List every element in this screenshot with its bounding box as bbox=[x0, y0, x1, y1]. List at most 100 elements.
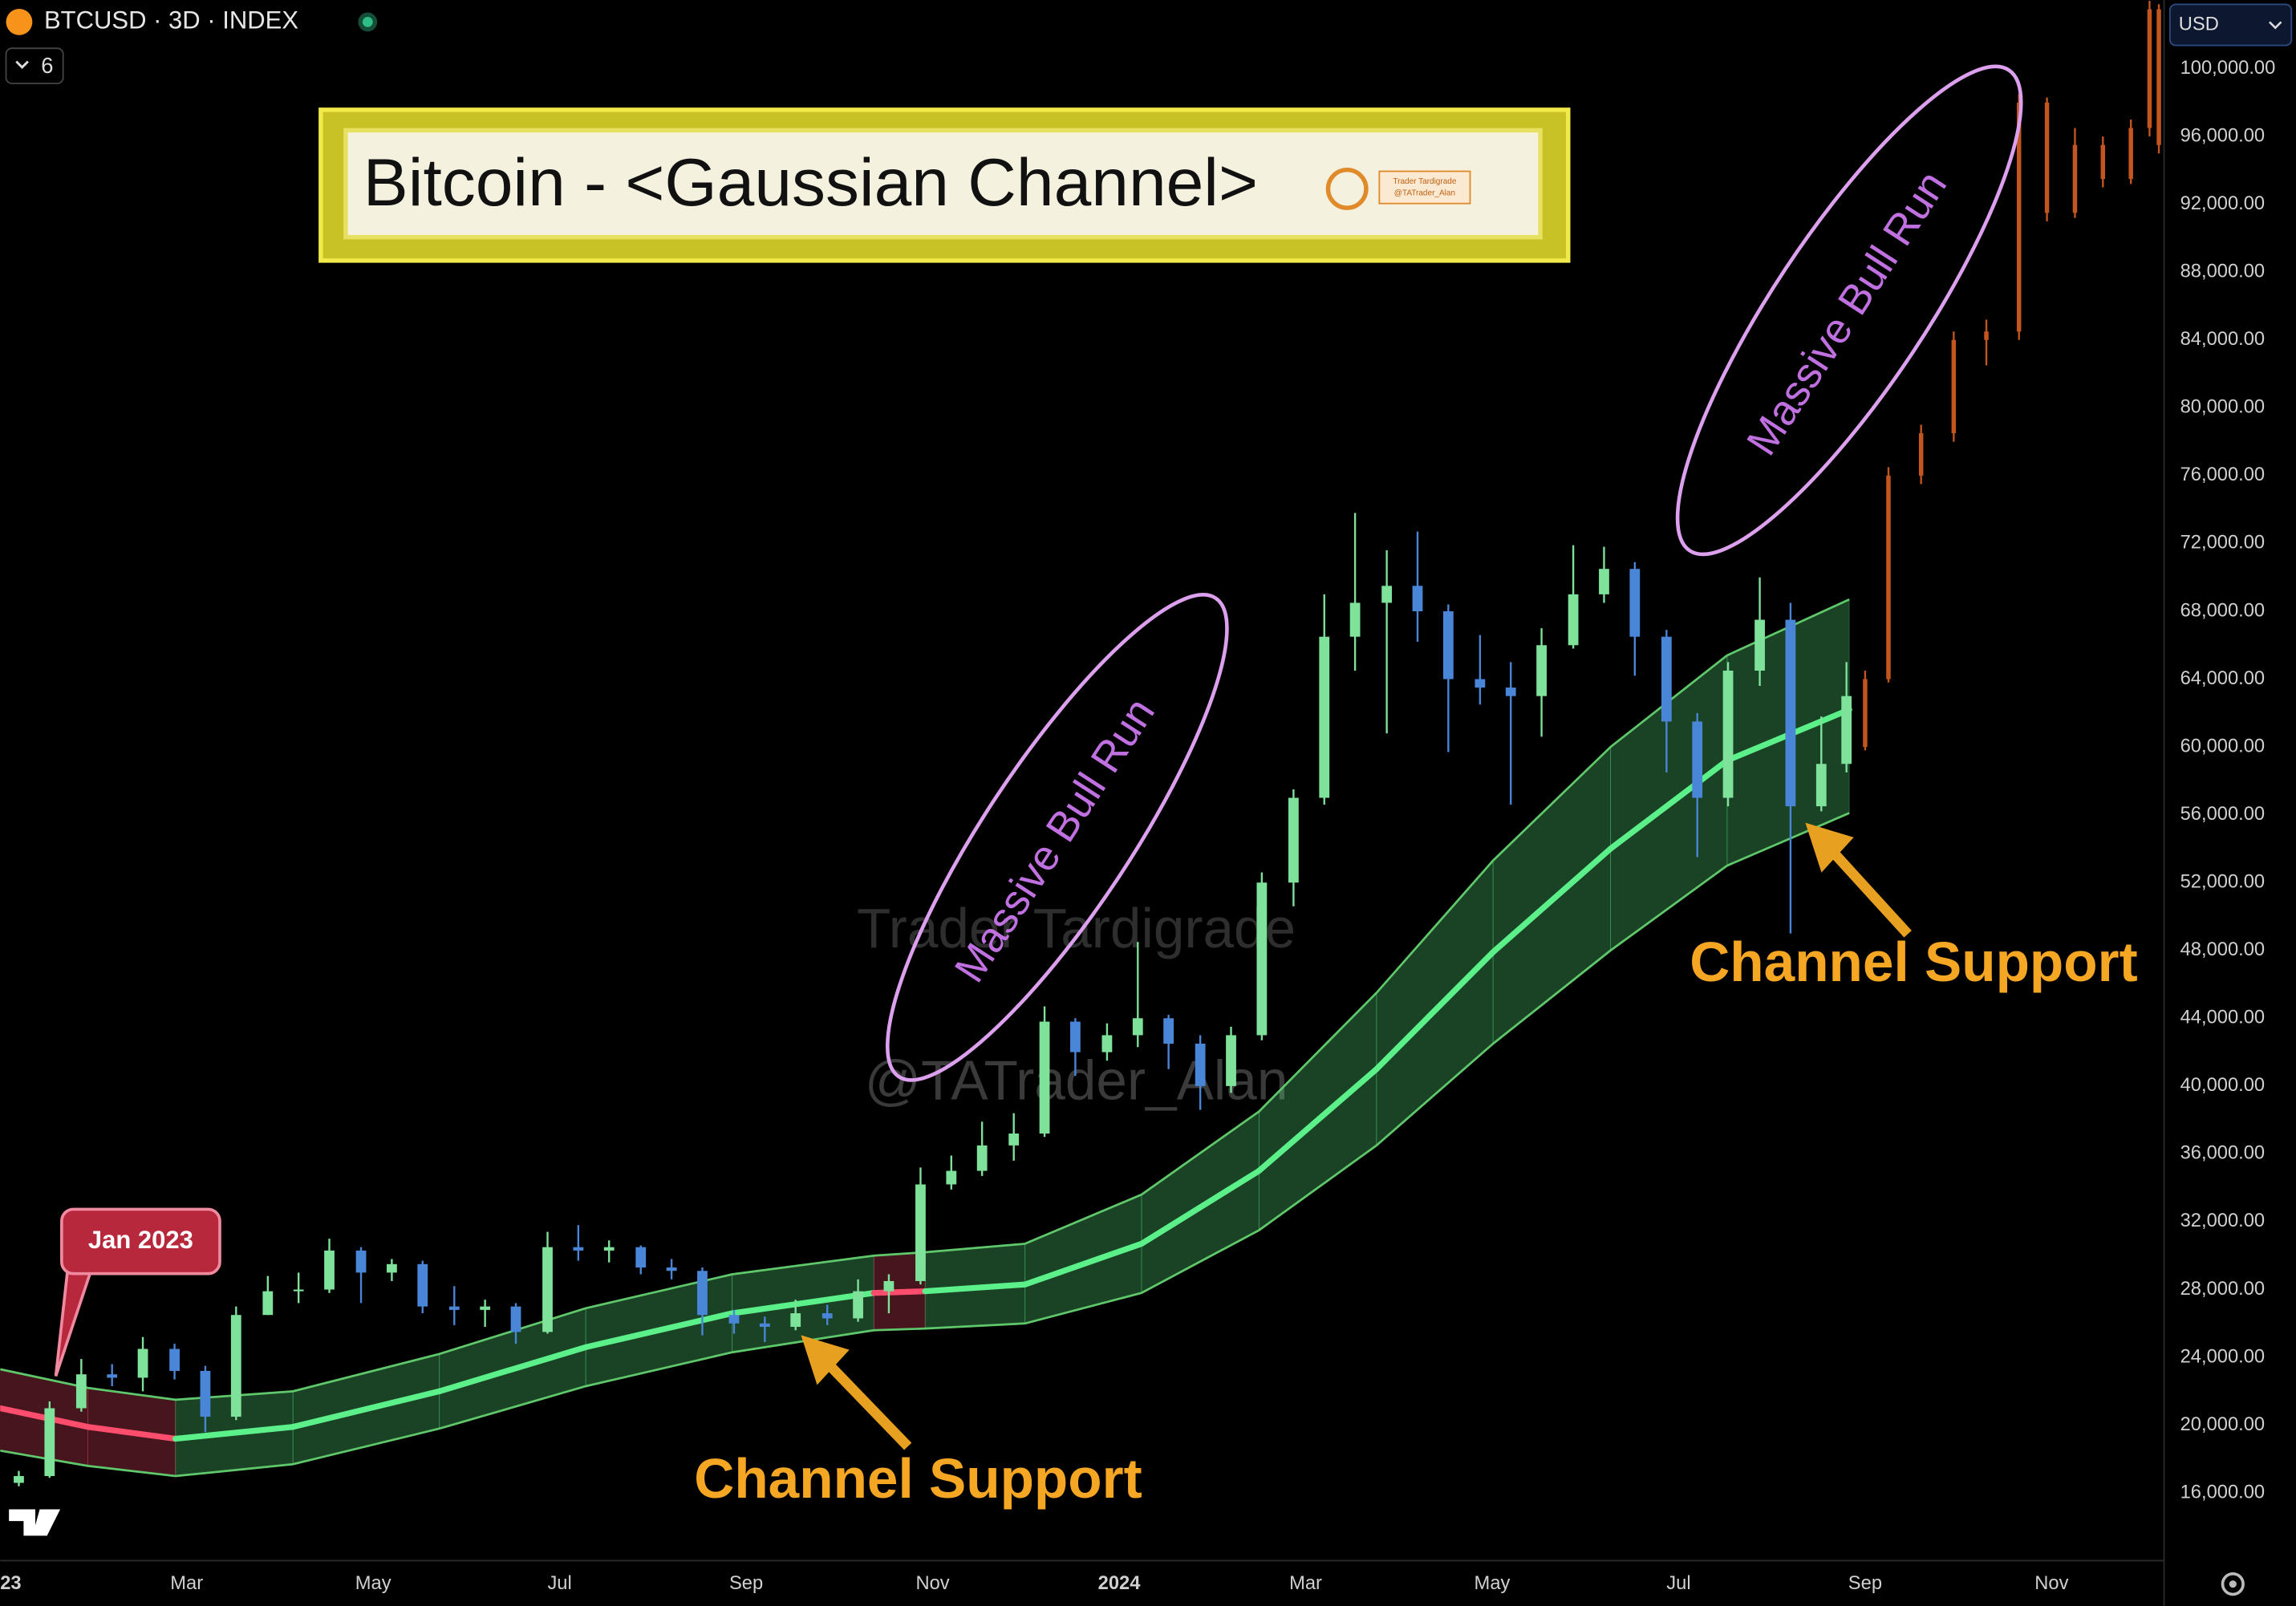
channel-midline bbox=[1607, 757, 1730, 852]
candle-body bbox=[1815, 764, 1827, 807]
candle-body bbox=[1412, 586, 1423, 612]
candle-body bbox=[1101, 1035, 1113, 1052]
candle-body bbox=[759, 1323, 770, 1328]
candle-body bbox=[1984, 331, 1989, 340]
candle-body bbox=[387, 1263, 397, 1273]
candle-body bbox=[355, 1250, 367, 1273]
channel-midline bbox=[1138, 1167, 1263, 1247]
candle-body bbox=[728, 1315, 740, 1324]
channel-midline bbox=[582, 1310, 736, 1351]
candle-body bbox=[1505, 687, 1516, 696]
x-tick-label: Mar bbox=[170, 1573, 203, 1594]
y-tick-label: 64,000.00 bbox=[2180, 668, 2266, 689]
logo-text: Trader Tardigrade bbox=[1393, 177, 1456, 186]
candle-body bbox=[1785, 619, 1796, 807]
plot-area bbox=[0, 1, 2161, 1486]
candle-body bbox=[1442, 611, 1454, 679]
candle-body bbox=[324, 1250, 335, 1290]
x-tick-label: May bbox=[355, 1573, 391, 1594]
y-tick-label: 92,000.00 bbox=[2180, 193, 2266, 214]
y-tick-label: 16,000.00 bbox=[2180, 1482, 2266, 1503]
candle-body bbox=[1039, 1021, 1050, 1134]
channel-midline bbox=[1021, 1240, 1145, 1288]
x-tick-label: 2023 bbox=[0, 1573, 22, 1594]
candle-body bbox=[1163, 1018, 1174, 1044]
y-tick-label: 48,000.00 bbox=[2180, 939, 2266, 960]
symbol-label[interactable]: BTCUSD · 3D · INDEX bbox=[44, 6, 298, 34]
platform-logo[interactable] bbox=[9, 1509, 61, 1536]
candle-body bbox=[573, 1247, 584, 1251]
x-tick-label: Sep bbox=[1848, 1573, 1882, 1594]
settings-icon[interactable] bbox=[2221, 1572, 2245, 1596]
candle-body bbox=[1629, 569, 1641, 637]
y-tick-label: 76,000.00 bbox=[2180, 464, 2266, 485]
logo-icon bbox=[1325, 167, 1369, 210]
status-dot bbox=[358, 12, 378, 32]
y-tick-label: 52,000.00 bbox=[2180, 871, 2266, 892]
watermark: Trader Tardigrade bbox=[857, 897, 1296, 959]
candle-body bbox=[1319, 636, 1330, 798]
annotation-text: Channel Support bbox=[1690, 931, 2137, 993]
channel-midline bbox=[84, 1424, 179, 1442]
candle-body bbox=[2128, 128, 2133, 180]
y-tick-label: 40,000.00 bbox=[2180, 1075, 2266, 1096]
channel-midline bbox=[729, 1290, 877, 1316]
candle-body bbox=[2044, 102, 2050, 213]
symbol-icon bbox=[6, 8, 33, 35]
currency-selector[interactable] bbox=[2168, 3, 2293, 47]
candle-body bbox=[1475, 679, 1486, 688]
candle-body bbox=[1070, 1021, 1081, 1052]
candle-body bbox=[1951, 339, 1957, 434]
x-tick-label: May bbox=[1475, 1573, 1511, 1594]
candle-body bbox=[603, 1247, 615, 1251]
candle-body bbox=[200, 1370, 211, 1417]
x-tick-label: Nov bbox=[915, 1573, 949, 1594]
candle-body bbox=[1008, 1134, 1020, 1146]
channel-midline bbox=[1255, 1066, 1380, 1174]
candle-body bbox=[1381, 586, 1393, 603]
y-tick-label: 60,000.00 bbox=[2180, 736, 2266, 756]
candle-body bbox=[542, 1247, 553, 1332]
indicator-toggle[interactable] bbox=[5, 47, 64, 84]
channel-midline bbox=[172, 1424, 296, 1442]
y-tick-label: 56,000.00 bbox=[2180, 804, 2266, 825]
y-tick-label: 36,000.00 bbox=[2180, 1143, 2266, 1164]
candle-body bbox=[44, 1408, 55, 1477]
channel-midline bbox=[1490, 846, 1614, 955]
candle-body bbox=[137, 1348, 148, 1378]
candle-body bbox=[1288, 797, 1299, 883]
y-tick-label: 20,000.00 bbox=[2180, 1414, 2266, 1435]
candle-body bbox=[14, 1476, 24, 1483]
candle-body bbox=[1536, 645, 1547, 696]
candle-body bbox=[1195, 1044, 1206, 1086]
y-tick-label: 88,000.00 bbox=[2180, 262, 2266, 282]
x-tick-label: Mar bbox=[1289, 1573, 1322, 1594]
x-tick-label: Nov bbox=[2034, 1573, 2068, 1594]
channel-midline bbox=[922, 1281, 1028, 1295]
candle-body bbox=[75, 1374, 87, 1409]
annotation-text: Channel Support bbox=[694, 1447, 1142, 1510]
candle-body bbox=[2072, 144, 2078, 213]
annotation-arrow bbox=[821, 1357, 912, 1450]
candle-body bbox=[976, 1145, 988, 1171]
candle-body bbox=[635, 1247, 647, 1268]
chevron-icon bbox=[15, 60, 29, 70]
x-tick-label: Jul bbox=[547, 1573, 571, 1594]
callout-box bbox=[60, 1207, 221, 1275]
chart-title: Bitcoin - <Gaussian Channel> bbox=[363, 144, 1258, 220]
candle-body bbox=[1568, 594, 1579, 646]
y-tick-label: 96,000.00 bbox=[2180, 125, 2266, 146]
callout-text: Jan 2023 bbox=[88, 1226, 193, 1254]
candle-body bbox=[697, 1271, 708, 1316]
settings-icon bbox=[2229, 1580, 2237, 1588]
title-panel bbox=[343, 128, 1543, 240]
indicator-count: 6 bbox=[41, 53, 53, 78]
y-tick-label: 80,000.00 bbox=[2180, 397, 2266, 418]
y-tick-label: 72,000.00 bbox=[2180, 533, 2266, 554]
y-tick-label: 28,000.00 bbox=[2180, 1279, 2266, 1300]
candle-body bbox=[1841, 696, 1852, 764]
candle-body bbox=[1256, 882, 1268, 1036]
